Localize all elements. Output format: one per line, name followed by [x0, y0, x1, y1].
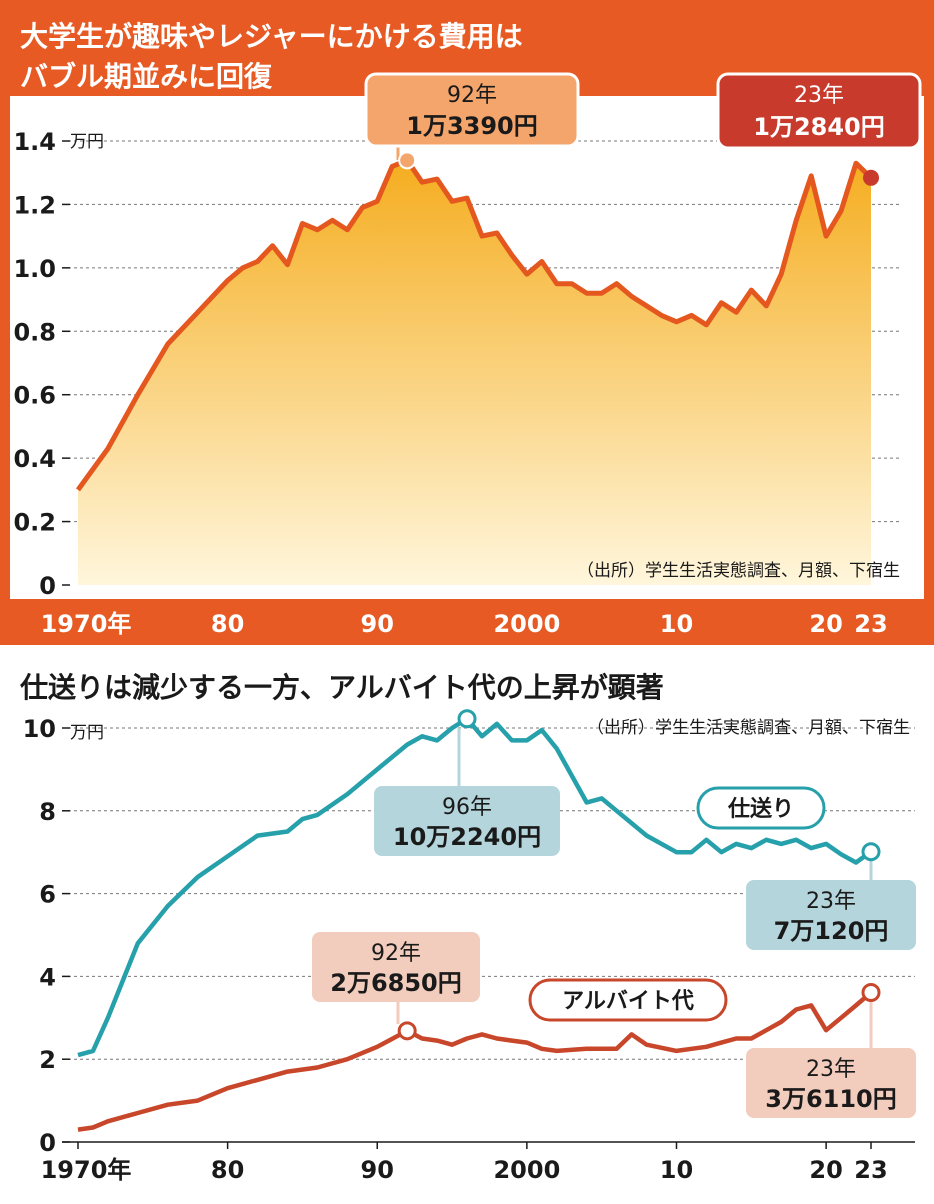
leisure-callout-1992-year: 92年	[447, 83, 497, 108]
income-y-tick-label: 10	[23, 715, 56, 743]
leisure-x-tick-label: 2000	[493, 610, 560, 638]
leisure-x-tick-label: 23	[854, 610, 887, 638]
income-x-tick-label: 20	[809, 1156, 842, 1184]
allowance-marker-1996	[457, 709, 477, 729]
allowance-callout-1996: 96年 10万2240円	[374, 728, 560, 856]
leisure-y-tick-label: 0	[39, 572, 56, 600]
income-y-tick-label: 8	[39, 798, 56, 826]
income-x-tick-label: 2000	[493, 1156, 560, 1184]
parttime-callout-2023-year: 23年	[806, 1057, 856, 1082]
parttime-callout-2023-value: 3万6110円	[765, 1085, 897, 1113]
leisure-marker-2023	[863, 169, 879, 186]
allowance-callout-1996-year: 96年	[442, 795, 492, 820]
leisure-callout-2023: 23年 1万2840円	[716, 72, 922, 150]
leisure-y-tick-label: 0.2	[13, 509, 56, 537]
income-x-tick-label: 10	[660, 1156, 693, 1184]
income-x-tick-label: 90	[361, 1156, 394, 1184]
leisure-x-tick-label: 1970年	[41, 610, 132, 638]
income-chart: 仕送りは減少する一方、アルバイト代の上昇が顕著 （出所）学生生活実態調査、月額、…	[19, 671, 916, 1184]
income-title: 仕送りは減少する一方、アルバイト代の上昇が顕著	[19, 671, 664, 704]
allowance-callout-2023: 23年 7万120円	[746, 860, 916, 950]
leisure-x-tick-label: 10	[660, 610, 693, 638]
leisure-line	[75, 157, 873, 492]
leisure-y-ticks: 0 0.2 0.4 0.6 0.8 1.0 1.2 1.4	[13, 128, 70, 600]
parttime-marker-1992	[397, 1021, 417, 1041]
leisure-area	[78, 160, 871, 586]
leisure-y-tick-label: 1.0	[13, 255, 56, 283]
leisure-callout-1992-value: 1万3390円	[406, 112, 538, 140]
leisure-callout-2023-year: 23年	[794, 83, 844, 108]
leisure-y-tick-label: 1.2	[13, 191, 56, 219]
allowance-legend: 仕送り	[696, 786, 826, 830]
leisure-y-tick-label: 0.4	[13, 445, 56, 473]
parttime-marker-2023	[861, 983, 881, 1003]
income-y-ticks: 0 2 4 6 8 10	[23, 715, 70, 1157]
parttime-line	[77, 990, 873, 1132]
parttime-legend-label: アルバイト代	[562, 989, 694, 1014]
allowance-callout-2023-year: 23年	[806, 889, 856, 914]
leisure-title-line2: バブル期並みに回復	[20, 60, 273, 93]
leisure-unit-label: 万円	[70, 132, 104, 152]
parttime-legend: アルバイト代	[528, 978, 728, 1022]
income-y-tick-label: 0	[39, 1129, 56, 1157]
leisure-x-ticks: 1970年 80 90 2000 10 20 23	[41, 610, 888, 638]
income-source: （出所）学生生活実態調査、月額、下宿生	[587, 718, 910, 738]
income-x-tick-label: 80	[211, 1156, 244, 1184]
leisure-y-tick-label: 0.8	[13, 318, 56, 346]
leisure-x-tick-label: 80	[211, 610, 244, 638]
leisure-source: （出所）学生生活実態調査、月額、下宿生	[577, 561, 900, 581]
income-y-tick-label: 2	[39, 1046, 56, 1074]
allowance-marker-2023	[861, 842, 881, 862]
parttime-callout-1992: 92年 2万6850円	[312, 932, 480, 1024]
leisure-y-tick-label: 1.4	[13, 128, 56, 156]
leisure-x-tick-label: 90	[361, 610, 394, 638]
parttime-callout-1992-year: 92年	[371, 941, 421, 966]
leisure-title-line1: 大学生が趣味やレジャーにかける費用は	[20, 20, 523, 53]
leisure-y-tick-label: 0.6	[13, 382, 56, 410]
leisure-marker-1992	[398, 151, 417, 170]
income-x-tick-label: 1970年	[41, 1156, 132, 1184]
income-unit-label: 万円	[70, 723, 104, 743]
allowance-callout-2023-value: 7万120円	[774, 917, 889, 945]
income-y-tick-label: 4	[39, 963, 56, 991]
income-x-tick-label: 23	[854, 1156, 887, 1184]
parttime-callout-2023: 23年 3万6110円	[746, 1000, 916, 1118]
parttime-callout-1992-value: 2万6850円	[330, 969, 462, 997]
leisure-chart: 大学生が趣味やレジャーにかける費用は バブル期並みに回復 00.20.40.60…	[0, 0, 934, 645]
leisure-callout-2023-value: 1万2840円	[753, 113, 885, 141]
allowance-line	[77, 716, 873, 1058]
leisure-x-tick-label: 20	[809, 610, 842, 638]
allowance-callout-1996-value: 10万2240円	[393, 823, 541, 851]
income-x-ticks: 1970年 80 90 2000 10 20 23	[41, 1142, 888, 1184]
income-y-tick-label: 6	[39, 881, 56, 909]
allowance-legend-label: 仕送り	[727, 796, 794, 822]
leisure-callout-1992: 92年 1万3390円	[364, 72, 580, 160]
